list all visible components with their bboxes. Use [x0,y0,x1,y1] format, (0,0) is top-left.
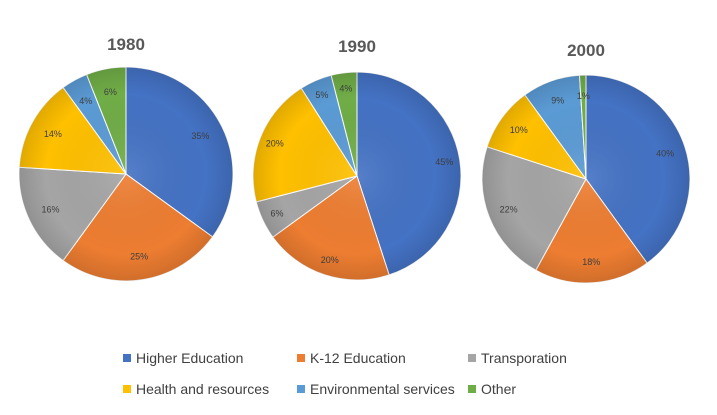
legend-swatch [297,385,305,393]
chart-title: 2000 [567,41,605,60]
data-label: 4% [339,83,352,93]
data-label: 25% [130,251,148,261]
pie-chart-1990: 1990 45% 20% 6% 20% 5% 4% [252,37,462,281]
legend: Higher Education K-12 Education Transporat… [123,350,567,397]
chart-title: 1990 [338,37,376,56]
legend-swatch [123,354,131,362]
data-label: 9% [551,96,564,106]
legend-swatch [468,354,476,362]
data-label: 1% [577,91,590,101]
data-label: 6% [104,87,117,97]
legend-swatch [123,385,131,393]
pie-chart-1980: 1980 35% 25% 16% 14% 4% 6% [18,35,234,282]
legend-label: Transporation [481,350,567,366]
data-label: 5% [315,90,328,100]
legend-item: Health and resources [123,381,269,397]
data-label: 18% [582,257,600,267]
legend-swatch [468,385,476,393]
legend-item: Transporation [468,350,567,366]
legend-label: Health and resources [136,381,269,397]
data-label: 4% [79,96,92,106]
data-label: 14% [44,129,62,139]
legend-item: Other [468,381,516,397]
data-label: 35% [191,131,209,141]
legend-label: Environmental services [310,381,455,397]
legend-label: Higher Education [136,350,243,366]
data-label: 10% [510,125,528,135]
data-label: 20% [321,255,339,265]
legend-item: K-12 Education [297,350,406,366]
pie-charts: 1980 35% 25% 16% 14% 4% 6% 1990 45% 20% 6% 20% 5% 4% 2… [18,35,691,284]
data-label: 45% [435,157,453,167]
legend-item: Higher Education [123,350,243,366]
legend-label: Other [481,381,516,397]
legend-swatch [297,354,305,362]
data-label: 6% [270,209,283,219]
legend-item: Environmental services [297,381,455,397]
data-label: 16% [41,205,59,215]
data-label: 22% [500,205,518,215]
pie-chart-2000: 2000 40% 18% 22% 10% 9% 1% [481,41,691,284]
chart-title: 1980 [107,35,145,54]
data-label: 40% [656,148,674,158]
legend-label: K-12 Education [310,350,406,366]
data-label: 20% [266,139,284,149]
